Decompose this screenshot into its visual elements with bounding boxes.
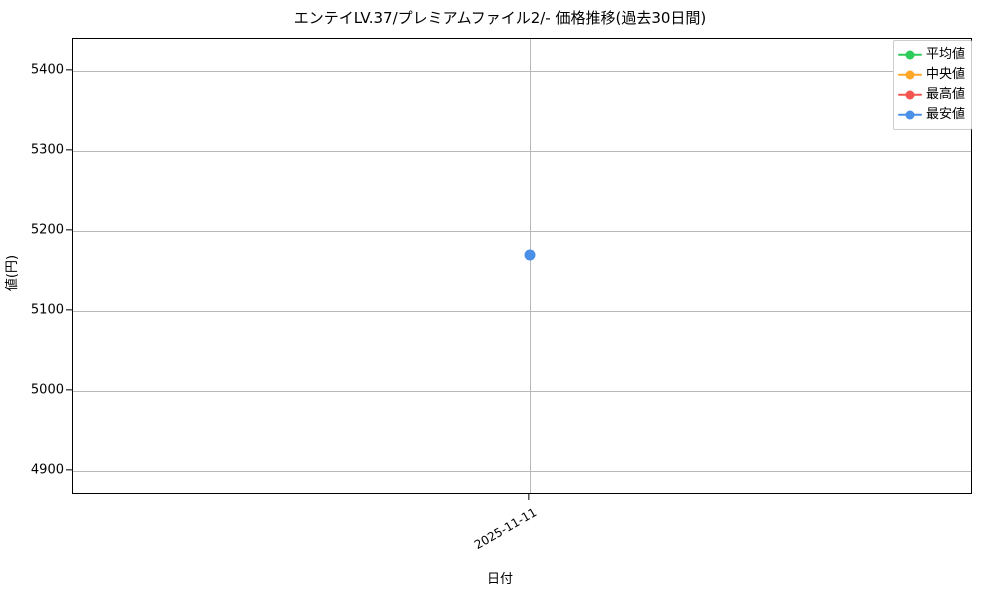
y-tick-label: 5300: [30, 142, 64, 158]
gridline-horizontal: [73, 471, 971, 472]
plot-area: [72, 38, 972, 494]
y-tick-mark: [66, 309, 72, 311]
gridline-horizontal: [73, 311, 971, 312]
gridline-horizontal: [73, 231, 971, 232]
gridline-horizontal: [73, 151, 971, 152]
y-tick-mark: [66, 469, 72, 471]
gridline-vertical: [530, 39, 531, 493]
y-tick-mark: [66, 389, 72, 391]
legend-item[interactable]: 平均値: [898, 45, 966, 65]
legend-item[interactable]: 最高値: [898, 85, 966, 105]
legend-label: 平均値: [926, 47, 966, 62]
legend-marker-icon: [898, 109, 922, 121]
legend-item[interactable]: 中央値: [898, 65, 966, 85]
legend-label: 最安値: [926, 107, 966, 122]
y-tick-mark: [66, 149, 72, 151]
x-axis-label: 日付: [486, 572, 513, 587]
y-tick-mark: [66, 229, 72, 231]
y-tick-label: 5400: [30, 62, 64, 78]
y-tick-label: 4900: [30, 462, 64, 478]
legend-label: 中央値: [926, 67, 966, 82]
y-tick-label: 5000: [30, 382, 64, 398]
y-tick-label: 5100: [30, 302, 64, 318]
y-axis-label: 値(円): [5, 254, 20, 292]
data-point: [524, 249, 536, 261]
gridline-horizontal: [73, 71, 971, 72]
chart-title: エンテイLV.37/プレミアムファイル2/- 価格推移(過去30日間): [293, 9, 707, 27]
legend-marker-icon: [898, 69, 922, 81]
y-axis-ticks: 5400 5300 5200 5100 5000 4900: [0, 0, 72, 600]
legend-marker-icon: [898, 89, 922, 101]
legend-item[interactable]: 最安値: [898, 105, 966, 125]
legend-marker-icon: [898, 49, 922, 61]
y-tick-label: 5200: [30, 222, 64, 238]
y-tick-mark: [66, 69, 72, 71]
x-tick-mark: [528, 494, 530, 500]
gridline-horizontal: [73, 391, 971, 392]
chart-legend: 平均値中央値最高値最安値: [893, 40, 972, 130]
legend-label: 最高値: [926, 87, 966, 102]
x-tick-label: 2025-11-11: [471, 505, 540, 553]
